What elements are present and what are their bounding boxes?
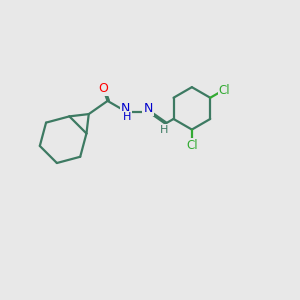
Text: O: O — [98, 82, 108, 95]
Text: Cl: Cl — [219, 84, 230, 97]
Text: H: H — [123, 112, 132, 122]
Text: Cl: Cl — [186, 139, 198, 152]
Text: N: N — [121, 102, 130, 115]
Text: N: N — [143, 102, 153, 115]
Text: H: H — [160, 124, 168, 135]
